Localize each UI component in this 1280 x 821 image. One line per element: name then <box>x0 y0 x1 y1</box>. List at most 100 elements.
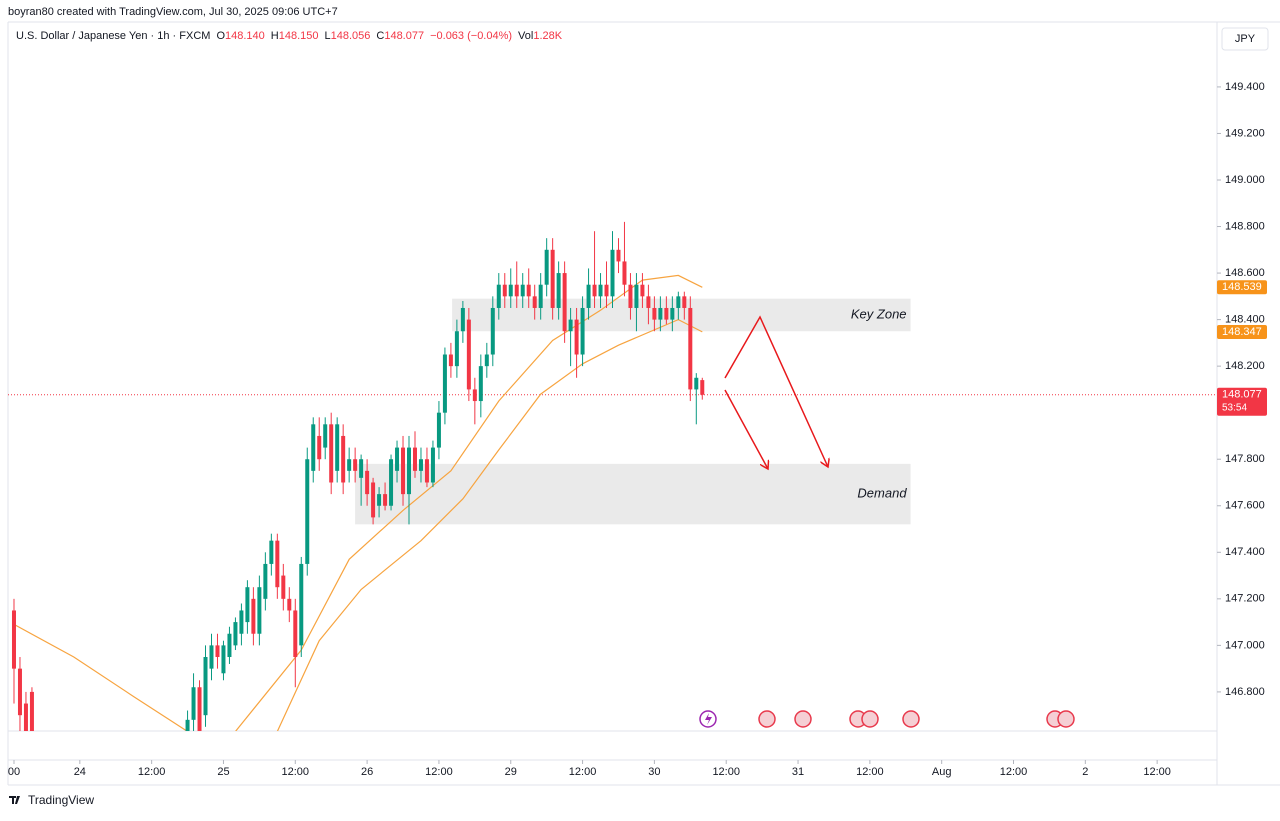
candle-body <box>568 319 573 332</box>
countdown: 53:54 <box>1222 402 1247 413</box>
candle-body <box>281 575 286 599</box>
candle-body <box>640 284 645 297</box>
legend-low-label: L <box>324 30 330 42</box>
y-tick-label: 147.600 <box>1225 500 1265 512</box>
event-icon[interactable] <box>794 710 812 728</box>
x-tick-label: 12:00 <box>425 766 453 778</box>
x-tick-label: 12:00 <box>1000 766 1028 778</box>
y-tick-label: 148.600 <box>1225 267 1265 279</box>
candle-body <box>424 459 429 483</box>
price-tag-label: 148.347 <box>1222 326 1262 338</box>
candle-body <box>550 249 555 308</box>
logo-mark <box>9 796 20 804</box>
x-tick-label: 25 <box>217 766 229 778</box>
candle-body <box>502 284 507 297</box>
x-tick-label: 31 <box>792 766 804 778</box>
forecast-arrows <box>724 315 828 469</box>
candle-body <box>329 424 334 483</box>
candle-body <box>700 380 705 395</box>
candle-body <box>622 261 627 285</box>
currency: JPY <box>1235 33 1256 45</box>
candle-body <box>616 249 621 262</box>
plot-area <box>8 221 1217 731</box>
candle-body <box>634 284 639 308</box>
candle-body <box>430 447 435 483</box>
candle-body <box>598 284 603 297</box>
candle-body <box>436 412 441 448</box>
y-tick-label: 149.400 <box>1225 81 1265 93</box>
candle-body <box>251 598 256 634</box>
zone-label: Key Zone <box>851 306 907 321</box>
event-icon[interactable] <box>861 710 879 728</box>
candle-body <box>383 494 388 506</box>
legend-low: 148.056 <box>331 30 371 42</box>
candle-body <box>610 249 615 297</box>
currency-box[interactable] <box>1221 27 1269 51</box>
candle-body <box>371 482 376 518</box>
candle-body <box>586 284 591 308</box>
price-tag-label: 148.077 <box>1222 389 1262 401</box>
candle-body <box>245 587 250 623</box>
candle-body <box>478 366 483 402</box>
candle-body <box>520 284 525 297</box>
candle-body <box>233 622 238 646</box>
y-tick-label: 149.200 <box>1225 127 1265 139</box>
brand: TradingView <box>28 793 94 807</box>
event-icon[interactable] <box>902 710 920 728</box>
moving-average <box>13 274 703 731</box>
x-tick-label: 12:00 <box>282 766 310 778</box>
legend-high: 148.150 <box>279 30 319 42</box>
candle-body <box>263 563 268 599</box>
candle-body <box>215 645 220 658</box>
candle-body <box>508 284 513 297</box>
candle-body <box>23 703 28 731</box>
candle-body <box>538 284 543 308</box>
candle-body <box>359 459 364 478</box>
candle-body <box>377 494 382 506</box>
candle-body <box>460 307 465 332</box>
candle-body <box>574 319 579 355</box>
y-tick-label: 146.800 <box>1225 686 1265 698</box>
candle-body <box>466 319 471 390</box>
candle-body <box>209 645 214 669</box>
candle-body <box>694 377 699 390</box>
candle-body <box>401 447 406 495</box>
event-icons <box>699 710 1075 728</box>
candle-body <box>658 307 663 320</box>
candle-body <box>335 424 340 471</box>
x-tick-label: 00 <box>8 766 20 778</box>
zone <box>355 463 911 525</box>
candle-body <box>353 459 358 471</box>
candle-body <box>389 459 394 506</box>
legend-open-label: O <box>216 30 225 42</box>
y-tick-label: 147.000 <box>1225 639 1265 651</box>
candle-body <box>604 284 609 297</box>
candle-body <box>532 296 537 308</box>
candle-body <box>311 424 316 471</box>
event-icon[interactable] <box>1057 710 1075 728</box>
candle-body <box>197 687 202 731</box>
candle-body <box>646 296 651 308</box>
legend-open: 148.140 <box>225 30 265 42</box>
candle-body <box>676 296 681 308</box>
candle-body <box>670 307 675 320</box>
x-tick-label: Aug <box>932 766 952 778</box>
y-tick-label: 147.200 <box>1225 593 1265 605</box>
candle-body <box>454 331 459 367</box>
arrow-down <box>724 389 768 469</box>
candle-body <box>418 459 423 471</box>
y-tick-label: 148.200 <box>1225 360 1265 372</box>
x-tick-label: 26 <box>361 766 373 778</box>
candle-body <box>185 719 190 731</box>
zone <box>452 298 911 332</box>
candle-body <box>652 307 657 320</box>
candle-body <box>395 447 400 471</box>
candle-body <box>287 598 292 611</box>
x-tick-label: 30 <box>648 766 660 778</box>
candle-body <box>407 447 412 495</box>
x-tick-label: 12:00 <box>569 766 597 778</box>
candle-body <box>688 307 693 390</box>
event-icon[interactable] <box>758 710 776 728</box>
